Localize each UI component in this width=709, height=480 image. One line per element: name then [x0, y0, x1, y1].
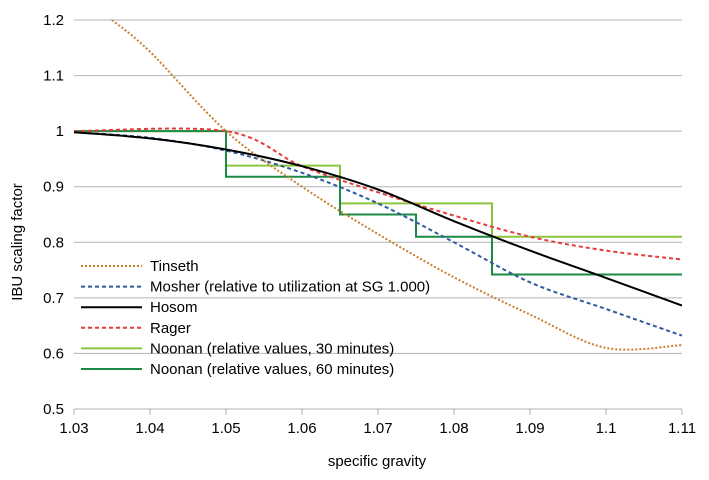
x-tick-label: 1.09	[515, 420, 544, 437]
series-line-tinseth	[111, 20, 682, 351]
y-tick-label: 1	[56, 123, 64, 140]
y-tick-label: 1.1	[43, 68, 64, 85]
x-tick-label: 1.07	[363, 420, 392, 437]
x-tick-label: 1.08	[439, 420, 468, 437]
x-tick-label: 1.11	[668, 420, 696, 437]
legend-label: Tinseth	[150, 258, 199, 275]
legend-label: Mosher (relative to utilization at SG 1.…	[150, 279, 430, 296]
legend-label: Noonan (relative values, 30 minutes)	[150, 340, 394, 357]
legend: Tinseth Mosher (relative to utilization a…	[81, 258, 430, 378]
y-tick-label: 0.7	[43, 290, 64, 307]
x-tick-label: 1.1	[596, 420, 617, 437]
x-tick-label: 1.06	[287, 420, 316, 437]
y-tick-label: 0.8	[43, 234, 64, 251]
series-line-noonan-60	[74, 130, 682, 276]
y-tick-label: 0.5	[43, 401, 64, 418]
y-tick-label: 0.6	[43, 345, 64, 362]
legend-label: Noonan (relative values, 60 minutes)	[150, 361, 394, 378]
x-tick-label: 1.03	[59, 420, 88, 437]
x-tick-label: 1.04	[135, 420, 164, 437]
series-line-rager	[74, 127, 682, 261]
y-tick-label: 0.9	[43, 179, 64, 196]
plot-area	[74, 20, 682, 351]
series-line-hosom	[74, 131, 682, 307]
x-axis-title: specific gravity	[328, 453, 427, 470]
y-axis-title: IBU scaling factor	[9, 183, 26, 301]
x-tick-label: 1.05	[211, 420, 240, 437]
legend-label: Rager	[150, 320, 191, 337]
axes: 0.5 0.6 0.7 0.8 0.9 1 1.1 1.2 1.03 1.04 1.05 1.06 1.…	[43, 12, 696, 437]
y-tick-label: 1.2	[43, 12, 64, 29]
legend-label: Hosom	[150, 299, 198, 316]
